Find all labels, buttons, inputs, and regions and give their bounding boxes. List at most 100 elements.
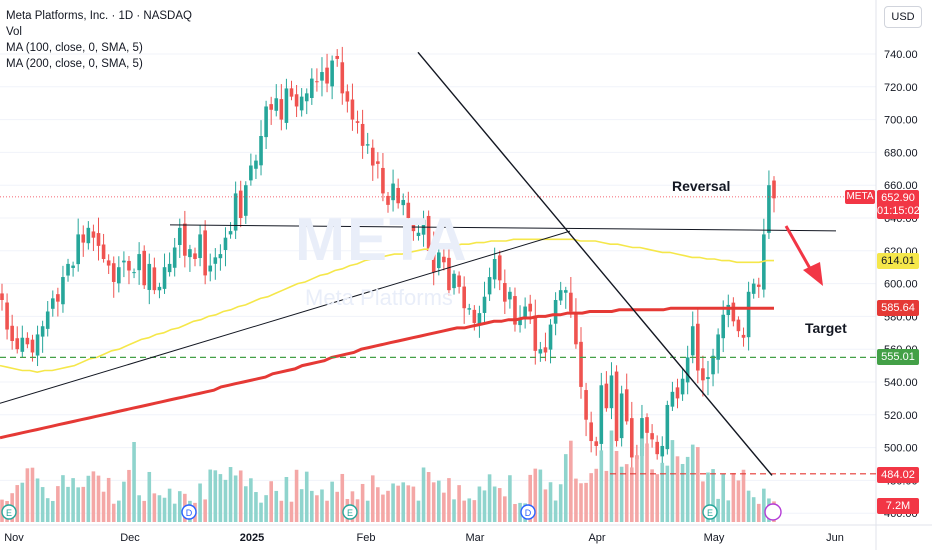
volume-bar (238, 470, 243, 522)
candle-body (238, 190, 243, 218)
candle-body (442, 256, 446, 263)
candle-body (177, 227, 182, 245)
candle-body (157, 286, 162, 291)
candle-body (756, 284, 761, 287)
candle-body (147, 263, 152, 290)
x-tick-label: Dec (120, 532, 140, 544)
volume-bar (198, 483, 202, 522)
candle-body (452, 273, 456, 289)
volume-bar (50, 500, 55, 522)
volume-bar (563, 454, 568, 522)
candle-body (670, 391, 675, 407)
candle-body (315, 81, 319, 83)
volume-bar (487, 474, 492, 522)
candle-body (81, 234, 86, 243)
legend-ma100[interactable]: MA (100, close, 0, SMA, 5) (6, 42, 143, 54)
volume-bar (650, 469, 654, 522)
legend-title[interactable]: Meta Platforms, Inc. · 1D · NASDAQ (6, 10, 192, 22)
candle-body (56, 294, 60, 302)
candle-body (558, 290, 563, 301)
candle-body (350, 99, 355, 120)
volume-bar (35, 478, 40, 522)
volume-bar (762, 488, 766, 522)
candle-body (563, 290, 568, 293)
candle-body (61, 277, 65, 305)
annotation-reversal[interactable]: Reversal (672, 178, 731, 194)
volume-bar (624, 464, 629, 522)
volume-bar (76, 487, 80, 522)
volume-bar (629, 467, 634, 522)
volume-bar (751, 497, 756, 522)
volume-bar (203, 499, 207, 522)
volume-bar (310, 490, 314, 522)
volume-bar (660, 462, 665, 522)
candle-body (624, 389, 629, 422)
candle-body (594, 441, 599, 446)
volume-bar (477, 486, 482, 522)
volume-bar (152, 493, 157, 522)
volume-bar (685, 456, 690, 522)
candle-body (162, 267, 167, 289)
candle-body (685, 357, 690, 383)
y-tick-label: 540.00 (884, 377, 918, 389)
volume-bar (746, 490, 751, 522)
ma200-line (0, 306, 774, 440)
marker-letter: E (347, 508, 353, 518)
candle-body (76, 234, 80, 265)
candle-body (640, 418, 644, 457)
candle-body (431, 245, 436, 273)
legend-ma200[interactable]: MA (200, close, 0, SMA, 5) (6, 58, 143, 70)
volume-bar (416, 500, 421, 522)
earnings-marker (702, 504, 718, 520)
volume-bar (340, 473, 345, 522)
volume-bar (518, 502, 522, 522)
volume-bar (401, 482, 406, 522)
candle-body (726, 304, 731, 316)
lightning-icon (764, 503, 782, 521)
candle-body (330, 60, 334, 87)
volume-bar (228, 467, 233, 522)
annotation-target[interactable]: Target (805, 320, 847, 336)
volume-bar (736, 480, 741, 522)
volume-bar (162, 497, 167, 522)
candle-body (538, 349, 543, 354)
volume-bar (254, 492, 258, 522)
volume-bar (472, 500, 477, 522)
candle-body (91, 231, 96, 238)
marker-letter: D (186, 508, 193, 518)
volume-bar (721, 473, 726, 522)
candle-body (183, 223, 187, 256)
candle-body (467, 308, 472, 310)
candle-body (106, 260, 111, 266)
volume-bar (335, 491, 340, 522)
volume-bar (756, 503, 761, 522)
volume-bar (604, 470, 609, 522)
currency-button[interactable]: USD (884, 6, 922, 28)
resistance-line (169, 224, 837, 232)
candle-body (274, 98, 279, 111)
volume-bar (279, 500, 284, 522)
volume-bar (61, 475, 65, 522)
candle-body (609, 375, 614, 409)
earnings-marker (342, 504, 358, 520)
volume-bar (289, 501, 294, 522)
candle-body (365, 144, 370, 146)
candle-body (111, 263, 116, 282)
volume-bar (741, 469, 746, 522)
legend-vol[interactable]: Vol (6, 26, 22, 38)
candle-body (416, 232, 421, 237)
candle-body (325, 67, 329, 84)
volume-bar (20, 482, 25, 522)
y-tick-label: 700.00 (884, 115, 918, 127)
volume-bar (406, 485, 411, 522)
volume-bar (411, 486, 416, 522)
candle-body (233, 193, 238, 231)
volume-bar (731, 472, 736, 522)
candle-body (243, 185, 248, 216)
volume-bar (330, 481, 334, 522)
candle-body (629, 418, 634, 458)
y-tick-label: 740.00 (884, 49, 918, 61)
volume-bar (538, 469, 543, 522)
dividend-marker (520, 504, 536, 520)
